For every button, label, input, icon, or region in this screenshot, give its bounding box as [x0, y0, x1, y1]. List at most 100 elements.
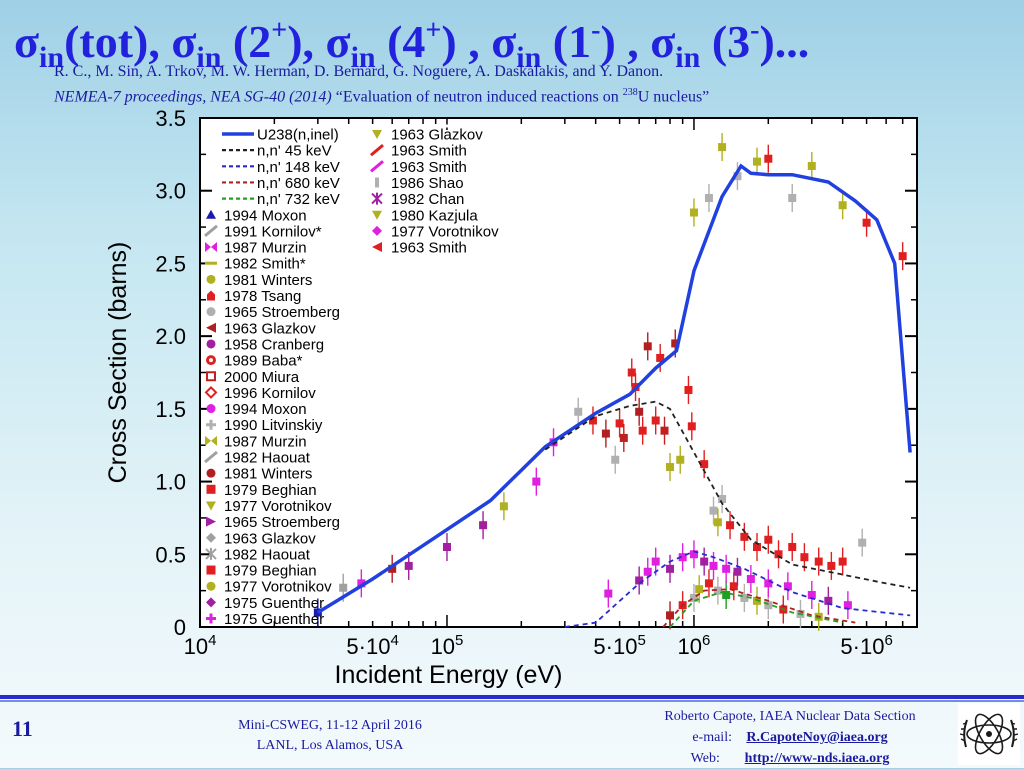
legend-marker	[206, 307, 216, 317]
title-subscript: in	[350, 41, 376, 74]
data-680-732-point	[764, 601, 773, 610]
legend-marker	[206, 581, 216, 591]
legend-marker-shape	[206, 484, 216, 494]
data-total-point	[676, 455, 685, 464]
x-axis-label: Incident Energy (eV)	[335, 661, 563, 689]
title-sigma: σ	[325, 16, 351, 67]
legend-label: 1963 Glazkov	[391, 127, 483, 144]
email-link[interactable]: R.CapoteNoy@iaea.org	[746, 730, 888, 745]
legend-label: 1981 Winters	[224, 272, 312, 289]
data-total-point	[671, 339, 680, 348]
web-link[interactable]: http://www-nds.iaea.org	[744, 751, 890, 766]
legend-marker	[206, 371, 216, 382]
data-total-point	[404, 561, 413, 570]
legend-marker	[370, 143, 384, 157]
data-148-point	[643, 567, 652, 576]
x-tick-base: 5·10	[593, 634, 637, 659]
curve-4	[669, 591, 843, 628]
legend-label: 1986 Shao	[391, 175, 464, 192]
data-148-point	[783, 582, 792, 591]
plot-area	[199, 117, 918, 628]
title-text: ) ,	[600, 16, 651, 67]
data-680-732-point	[740, 593, 749, 602]
data-total-point	[718, 143, 727, 152]
data-total-point	[807, 161, 816, 170]
legend-marker-shape	[204, 385, 218, 399]
legend-label: 1981 Winters	[224, 466, 312, 483]
legend-marker	[206, 501, 216, 511]
title-superscript: +	[425, 15, 442, 46]
legend-label: 1977 Vorotnikov	[224, 579, 332, 596]
curve-1	[544, 400, 911, 589]
data-total-point	[479, 521, 488, 530]
x-tick-exponent: 4	[390, 632, 398, 649]
data-total-point	[388, 564, 397, 573]
curve-3	[662, 588, 856, 628]
legend-marker	[371, 192, 383, 205]
legend-marker	[207, 290, 215, 301]
title-sigma: σ	[14, 16, 40, 67]
legend-marker	[206, 597, 216, 608]
data-total-point	[339, 583, 348, 592]
curve-0	[316, 163, 912, 614]
data-148-point	[764, 579, 773, 588]
data-148-point	[689, 550, 698, 559]
legend-marker-shape	[206, 613, 216, 624]
data-total-point	[611, 455, 620, 464]
legend-label: 1987 Murzin	[224, 240, 307, 257]
data-total-point	[666, 463, 675, 472]
legend-marker-shape	[206, 516, 216, 527]
data-45-point	[838, 557, 847, 566]
legend-label: 1958 Cranberg	[224, 336, 324, 353]
x-tick-exponent: 6	[702, 632, 710, 649]
data-148-point	[700, 557, 709, 566]
data-148-point	[807, 591, 816, 600]
data-45-point	[788, 543, 797, 552]
y-axis-label: Cross Section (barns)	[104, 242, 132, 484]
contact-name: Roberto Capote, IAEA Nuclear Data Sectio…	[664, 709, 916, 724]
legend-label: 1979 Beghian	[224, 482, 317, 499]
data-680-732-point	[689, 593, 698, 602]
legend-marker-shape	[205, 435, 217, 446]
reference-venue: NEMEA-7 proceedings, NEA SG-40 (2014)	[54, 88, 332, 106]
data-total-point	[788, 193, 797, 202]
title-superscript: +	[271, 15, 288, 46]
data-45-point	[700, 460, 709, 469]
event-location: LANL, Los Alamos, USA	[256, 738, 404, 753]
legend-marker-shape	[206, 468, 216, 478]
data-total-point	[532, 477, 541, 486]
legend-marker	[206, 322, 216, 333]
title-sigma: σ	[491, 16, 517, 67]
legend-marker	[206, 613, 216, 624]
data-148-point	[722, 564, 731, 573]
legend-marker	[372, 225, 382, 236]
reference-paper-title: “Evaluation of neutron induced reactions…	[331, 88, 623, 106]
legend-label: 1963 Smith	[391, 143, 467, 160]
title-subscript: in	[516, 41, 542, 74]
data-total-point	[588, 416, 597, 425]
legend-label: 1977 Vorotnikov	[391, 223, 499, 240]
legend-marker-shape	[206, 501, 216, 511]
legend-marker-shape	[204, 450, 218, 464]
legend-marker	[204, 224, 218, 238]
footer-event: Mini-CSWEG, 11-12 April 2016 LANL, Los A…	[210, 716, 450, 756]
title-subscript: in	[196, 41, 222, 74]
footer-divider-thin	[0, 700, 1024, 702]
legend-label: n,n' 45 keV	[257, 143, 332, 160]
title-text: (tot),	[64, 16, 172, 67]
legend-label: 1965 Stroemberg	[224, 514, 340, 531]
legend-marker	[206, 209, 216, 219]
data-total-point	[660, 426, 669, 435]
legend-label: 1982 Haouat	[224, 450, 311, 467]
legend-marker	[206, 274, 216, 284]
legend-marker-shape	[372, 130, 382, 139]
contact-email-row: e-mail: R.CapoteNoy@iaea.org	[625, 727, 955, 748]
title-subscript: in	[39, 41, 65, 74]
legend-label: 1989 Baba*	[224, 353, 303, 370]
contact-web-row: Web: http://www-nds.iaea.org	[625, 748, 955, 769]
legend-marker-shape	[206, 404, 216, 414]
legend-marker	[206, 532, 216, 543]
data-148-point	[746, 575, 755, 584]
legend-marker-shape	[371, 192, 383, 205]
